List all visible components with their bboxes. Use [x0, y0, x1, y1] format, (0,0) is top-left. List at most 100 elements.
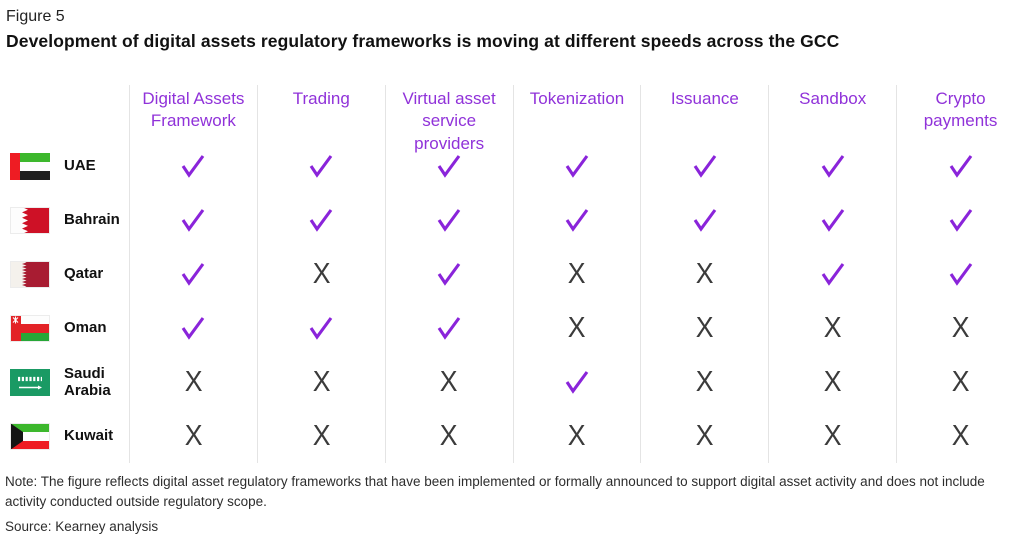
mark-cell	[896, 247, 1024, 301]
x-icon: X	[823, 419, 842, 452]
column-header-label: Trading	[292, 89, 350, 108]
mark-cell: X	[768, 301, 896, 355]
x-icon: X	[312, 365, 331, 398]
mark-cell	[129, 193, 257, 247]
check-icon	[182, 263, 205, 286]
mark-cell	[512, 139, 641, 193]
mark-cell: X	[384, 409, 513, 463]
x-icon: X	[312, 257, 331, 290]
flag-saudi-icon	[10, 368, 50, 396]
column-header-5: Issuance	[640, 85, 768, 166]
column-header-label: Digital Assets Framework	[142, 89, 245, 131]
check-icon	[437, 155, 461, 178]
column-header-label: Crypto payments	[923, 89, 998, 131]
mark-cell: X	[640, 355, 768, 409]
x-icon: X	[695, 419, 714, 452]
flag-bahrain-icon	[10, 206, 50, 234]
country-label: UAE	[64, 157, 96, 175]
mark-cell: X	[640, 247, 768, 301]
row-country-saudi: Saudi Arabia	[5, 355, 129, 409]
mark-cell: X	[512, 301, 641, 355]
mark-cell	[512, 193, 641, 247]
check-icon	[309, 209, 333, 232]
check-icon	[821, 263, 844, 286]
figure-page: Figure 5 Development of digital assets r…	[5, 8, 1024, 535]
check-icon	[309, 155, 333, 178]
x-icon: X	[951, 311, 970, 344]
x-icon: X	[951, 365, 970, 398]
country-label: Oman	[64, 319, 107, 337]
check-icon	[693, 209, 717, 232]
flag-kuwait-icon	[10, 422, 50, 450]
column-header-3: Virtual asset service providers	[384, 85, 513, 166]
check-icon	[437, 209, 461, 232]
check-icon	[821, 155, 844, 178]
mark-cell	[384, 139, 513, 193]
mark-cell	[256, 301, 385, 355]
mark-cell	[768, 139, 896, 193]
mark-cell: X	[256, 355, 385, 409]
mark-cell	[129, 139, 257, 193]
mark-cell: X	[512, 247, 641, 301]
check-icon	[949, 209, 972, 232]
country-label: Kuwait	[64, 427, 114, 445]
figure-label: Figure 5	[6, 8, 65, 25]
x-icon: X	[823, 365, 842, 398]
column-header-1: Digital Assets Framework	[129, 85, 257, 166]
flag-oman-icon	[10, 314, 50, 342]
mark-cell: X	[640, 301, 768, 355]
x-icon: X	[951, 419, 970, 452]
mark-cell: X	[768, 409, 896, 463]
mark-cell: X	[129, 355, 257, 409]
x-icon: X	[823, 311, 842, 344]
check-icon	[309, 317, 333, 340]
mark-cell: X	[768, 355, 896, 409]
mark-cell: X	[640, 409, 768, 463]
x-icon: X	[312, 419, 331, 452]
column-header-4: Tokenization	[512, 85, 641, 166]
x-icon: X	[568, 311, 586, 344]
mark-cell: X	[896, 301, 1024, 355]
mark-cell	[768, 247, 896, 301]
mark-cell	[640, 139, 768, 193]
flag-uae-icon	[10, 152, 50, 180]
mark-cell: X	[256, 409, 385, 463]
mark-cell	[384, 247, 513, 301]
column-header-label: Virtual asset service providers	[402, 89, 496, 153]
row-country-qatar: Qatar	[5, 247, 129, 301]
x-icon: X	[440, 365, 459, 398]
x-icon: X	[568, 419, 586, 452]
x-icon: X	[440, 419, 459, 452]
x-icon: X	[184, 365, 203, 398]
column-header-7: Crypto payments	[896, 85, 1024, 166]
mark-cell: X	[129, 409, 257, 463]
check-icon	[182, 155, 205, 178]
check-icon	[182, 209, 205, 232]
check-icon	[821, 209, 844, 232]
country-label: Saudi Arabia	[64, 364, 111, 399]
check-icon	[565, 155, 589, 178]
x-icon: X	[695, 365, 714, 398]
column-header-label: Tokenization	[529, 89, 625, 108]
mark-cell	[896, 193, 1024, 247]
check-icon	[949, 263, 972, 286]
mark-cell	[129, 301, 257, 355]
column-header-2: Trading	[256, 85, 385, 166]
check-icon	[693, 155, 717, 178]
figure-source: Source: Kearney analysis	[5, 519, 159, 535]
mark-cell: X	[256, 247, 385, 301]
mark-cell: X	[512, 409, 641, 463]
country-label: Bahrain	[64, 211, 120, 229]
row-country-bahrain: Bahrain	[5, 193, 129, 247]
check-icon	[949, 155, 972, 178]
check-icon	[565, 209, 589, 232]
mark-cell	[768, 193, 896, 247]
row-country-kuwait: Kuwait	[5, 409, 129, 463]
country-label: Qatar	[64, 265, 104, 283]
mark-cell	[512, 355, 641, 409]
flag-qatar-icon	[10, 260, 50, 288]
x-icon: X	[568, 257, 586, 290]
mark-cell	[384, 193, 513, 247]
figure-note: Note: The figure reflects digital asset …	[5, 474, 985, 509]
mark-cell	[384, 301, 513, 355]
